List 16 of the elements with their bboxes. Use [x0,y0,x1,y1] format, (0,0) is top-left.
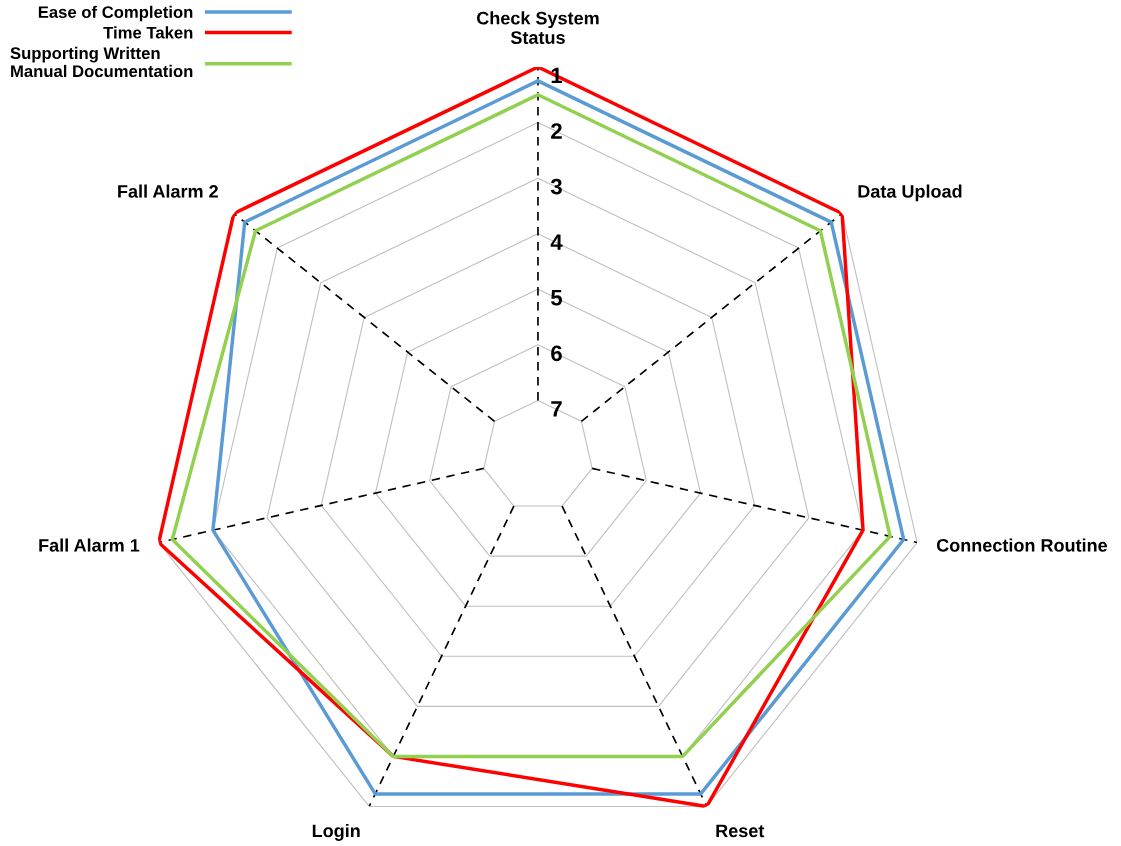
legend-label: Time Taken [103,26,193,39]
spoke-label: Check System Status [476,11,599,44]
spoke-label: Fall Alarm 2 [118,184,218,198]
y-tick-label: 6 [551,345,562,362]
spoke-label: Login [312,823,360,841]
y-tick-label: 7 [551,401,562,417]
y-tick-label: 2 [551,123,562,139]
spoke-label: Reset [716,824,765,838]
legend-label: Ease of Completion [38,5,193,22]
y-tick-label: 5 [551,290,563,306]
spoke-label: Connection Routine [936,538,1108,552]
legend-label: Supporting Written Manual Documentation [10,46,193,78]
spoke-label: Data Upload [858,184,962,202]
y-tick-label: 3 [550,178,562,195]
spoke-label: Fall Alarm 1 [39,538,140,552]
y-tick-label: 4 [550,234,563,250]
